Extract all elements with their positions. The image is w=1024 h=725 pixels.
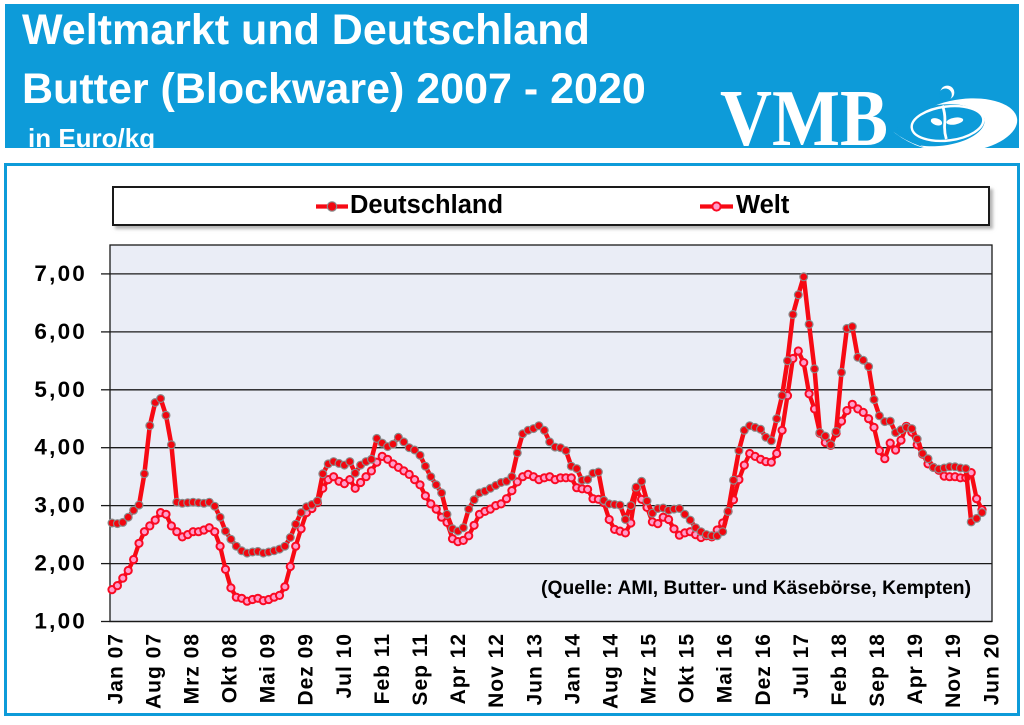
svg-text:Okt 15: Okt 15 [676,633,699,703]
svg-text:Dez 09: Dez 09 [295,633,318,706]
svg-text:Jan 07: Jan 07 [104,633,127,704]
svg-text:Mai 09: Mai 09 [257,633,280,703]
svg-text:2,00: 2,00 [34,551,87,576]
svg-text:Apr 19: Apr 19 [904,633,927,704]
svg-text:Feb 11: Feb 11 [371,633,394,704]
svg-text:Jul 10: Jul 10 [333,633,356,699]
svg-text:VMB: VMB [720,75,888,163]
svg-text:(Quelle: AMI, Butter- und Käse: (Quelle: AMI, Butter- und Käsebörse, Kem… [541,578,971,599]
svg-text:Nov 12: Nov 12 [485,633,508,708]
svg-text:Jun 13: Jun 13 [523,633,546,706]
svg-text:5,00: 5,00 [34,377,87,402]
svg-text:Dez 16: Dez 16 [752,633,775,706]
svg-text:Okt 08: Okt 08 [219,633,242,703]
svg-text:Sep 11: Sep 11 [409,633,432,706]
svg-text:Jun 20: Jun 20 [980,633,1003,706]
svg-text:Nov 19: Nov 19 [942,633,965,708]
svg-text:Sep 18: Sep 18 [866,633,889,707]
svg-text:1,00: 1,00 [34,609,87,634]
svg-text:Jan 14: Jan 14 [561,633,584,704]
svg-text:3,00: 3,00 [34,493,87,518]
svg-text:Jul 17: Jul 17 [790,633,813,699]
svg-text:Feb 18: Feb 18 [828,633,851,706]
svg-text:7,00: 7,00 [34,261,87,286]
svg-text:Aug 07: Aug 07 [142,633,165,709]
svg-text:Aug 14: Aug 14 [599,633,622,709]
svg-text:Apr 12: Apr 12 [447,633,470,704]
svg-text:4,00: 4,00 [34,435,87,460]
svg-text:Mai 16: Mai 16 [714,633,737,703]
svg-text:Mrz 08: Mrz 08 [181,633,204,704]
svg-text:6,00: 6,00 [34,319,87,344]
svg-text:Mrz 15: Mrz 15 [638,633,661,704]
